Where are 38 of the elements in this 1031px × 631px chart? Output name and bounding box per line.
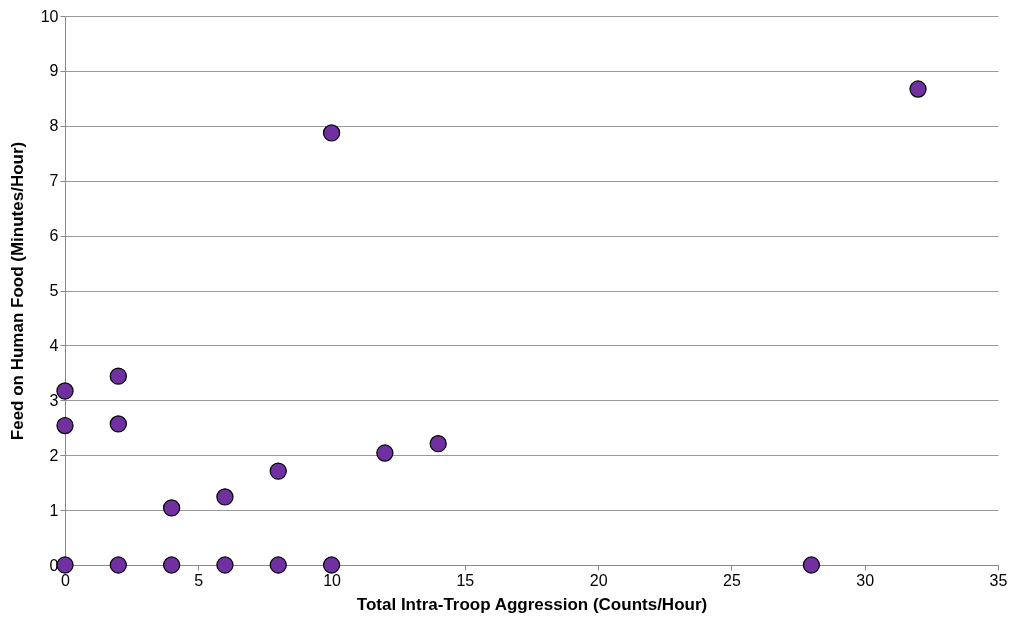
y-tick-label: 6 [49,227,59,245]
point [322,556,341,574]
point [56,556,74,574]
y-tick-label: 3 [49,391,59,409]
point [429,435,447,453]
x-axis-title: Total Intra-Troop Aggression (Counts/Hour) [356,594,708,614]
y-tick-label: 8 [49,117,59,135]
y-tick-label: 9 [49,62,59,80]
x-tick-label: 15 [456,571,475,589]
point [216,488,234,506]
point [269,556,287,574]
y-tick-label: 7 [49,172,59,190]
x-tick-label: 10 [323,571,342,589]
y-tick-label: 10 [40,7,59,25]
point [376,444,394,462]
x-tick-label: 35 [989,571,1008,589]
x-tick-label: 5 [194,571,204,589]
point [109,367,127,385]
point [109,415,127,433]
y-tick-label: 2 [49,446,59,464]
point [109,556,127,574]
x-tick-label: 20 [589,571,608,589]
point [56,416,74,435]
point [322,124,341,142]
point [909,80,927,98]
point [802,556,821,574]
y-tick-label: 4 [49,336,59,354]
point [162,499,181,517]
point [269,462,287,480]
y-tick-label: 5 [49,282,59,299]
x-tick-label: 30 [856,571,875,589]
x-tick-label: 25 [723,571,741,589]
point [216,556,234,574]
x-tick-label: 0 [61,571,71,589]
y-axis-title: Feed on Human Food (Minutes/Hour) [7,141,27,441]
y-tick-label: 1 [49,501,59,519]
point [56,382,74,400]
point [162,556,181,574]
